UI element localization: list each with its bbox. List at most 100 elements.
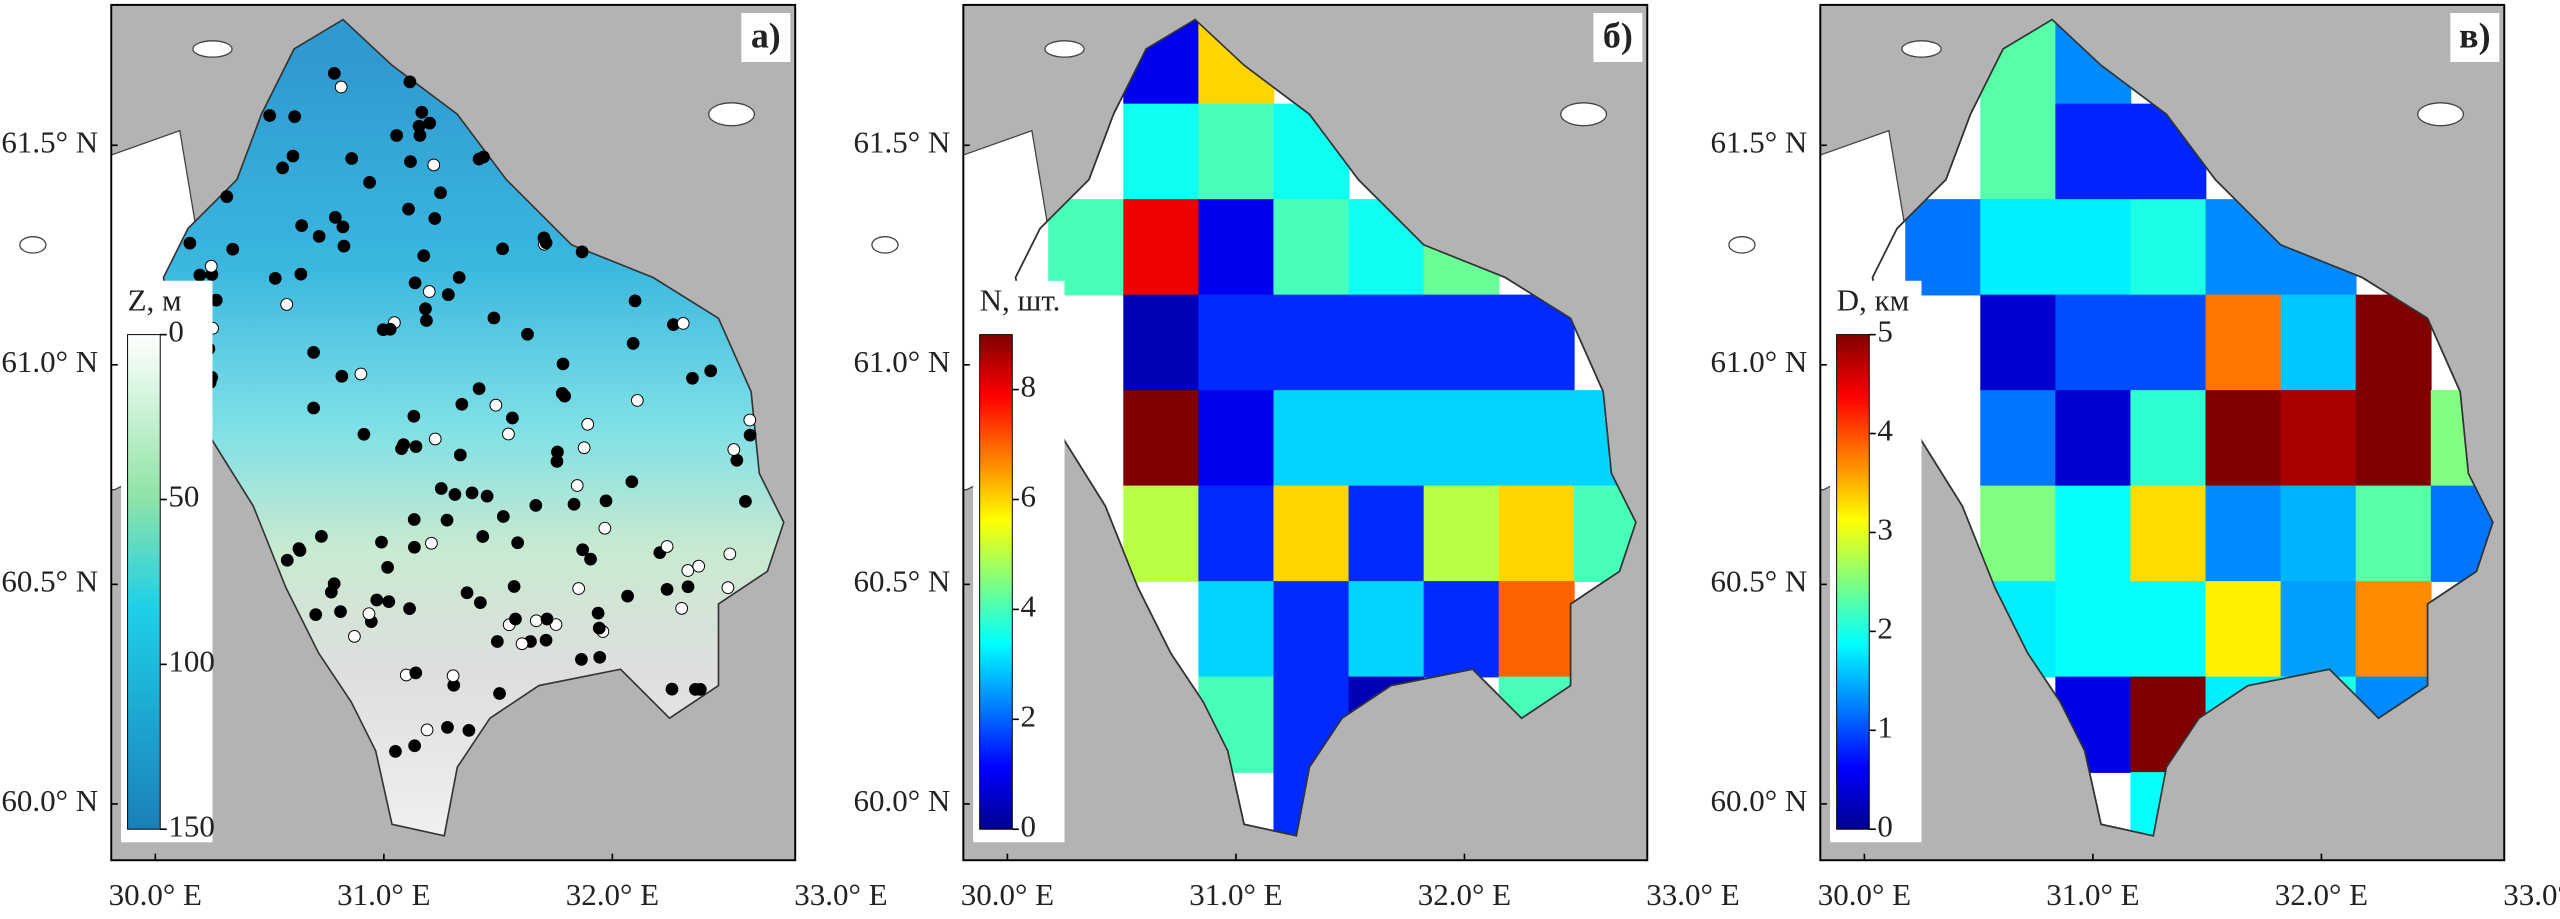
station — [226, 242, 240, 256]
station — [428, 432, 442, 446]
station — [584, 552, 597, 566]
grid-cell — [2280, 581, 2357, 678]
station — [312, 230, 326, 243]
grid-cell — [1348, 294, 1425, 391]
panel-label-box — [2450, 13, 2500, 63]
grid-cell — [2205, 390, 2282, 487]
station — [570, 479, 584, 492]
station — [549, 618, 563, 631]
grid-cell — [1980, 199, 2057, 296]
colorbar-tick-label: 150 — [168, 808, 214, 843]
station — [434, 482, 448, 495]
station — [409, 440, 423, 453]
grid-cell — [2280, 294, 2357, 391]
station — [412, 119, 426, 133]
station — [420, 723, 434, 737]
map-frame — [1819, 3, 2506, 862]
station — [598, 521, 612, 535]
station — [743, 428, 757, 442]
station — [376, 323, 390, 337]
grid-cell — [1423, 581, 1500, 678]
station — [490, 635, 504, 648]
colorbar-tick-label: 0 — [168, 314, 183, 349]
grid-cell — [2355, 485, 2432, 582]
lat-label: 61.0° N — [1710, 344, 1807, 379]
map-panel: а) Z, м0 50 100 150 61.5° N 61.0° N 60.5° N 60.0… — [1, 3, 888, 912]
station — [509, 612, 522, 626]
station — [292, 542, 306, 556]
colorbar-tick-label: 2 — [1020, 698, 1036, 733]
station — [334, 605, 347, 618]
lat-label: 60.5° N — [853, 563, 950, 598]
station — [743, 413, 757, 427]
station — [328, 211, 342, 224]
small-lake — [871, 236, 899, 254]
station — [628, 294, 642, 308]
station — [572, 582, 586, 595]
station — [575, 245, 589, 259]
station — [453, 448, 467, 462]
station — [407, 513, 421, 526]
station — [593, 650, 607, 664]
station — [727, 443, 741, 456]
colorbar-tick-label: 1 — [1877, 709, 1892, 744]
station — [425, 536, 438, 550]
station — [375, 535, 388, 549]
station — [268, 272, 282, 285]
grid-cell — [2055, 390, 2132, 487]
station — [280, 298, 294, 311]
lat-label: 60.5° N — [1, 563, 98, 598]
station — [693, 682, 707, 696]
station — [730, 453, 744, 467]
panel-label: б) — [1603, 15, 1633, 55]
lat-label: 60.5° N — [1710, 563, 1807, 598]
station — [462, 724, 476, 737]
grid-cell — [1498, 390, 1575, 487]
station — [506, 411, 519, 425]
station — [480, 489, 494, 503]
panel-label: а) — [751, 15, 781, 55]
grid-cell — [1048, 199, 1125, 296]
small-lake — [1728, 236, 1756, 254]
grid-cell — [1123, 294, 1200, 391]
station — [692, 559, 706, 573]
station — [423, 116, 437, 130]
station — [381, 561, 394, 574]
station — [496, 242, 509, 256]
colorbar-tick-label: 4 — [1020, 589, 1036, 624]
station — [334, 80, 348, 94]
grid-cell — [2055, 103, 2132, 200]
station — [660, 540, 674, 553]
lon-label: 30.0° E — [961, 877, 1054, 912]
grid-cell — [2130, 390, 2207, 487]
colorbar-tick-label: 3 — [1877, 512, 1892, 547]
grid-cell — [2130, 294, 2207, 391]
station — [183, 236, 197, 250]
colorbar-tick-label: 4 — [1877, 413, 1893, 448]
grid-cell — [2055, 581, 2132, 678]
station — [434, 186, 447, 200]
colorbar — [1836, 334, 1870, 830]
station — [307, 401, 320, 415]
colorbar — [127, 334, 161, 830]
station — [502, 427, 515, 441]
grid-cell — [1905, 199, 1982, 296]
station — [307, 346, 320, 359]
grid-cell — [2205, 485, 2282, 582]
panel-label-box — [1593, 13, 1643, 63]
lon-label: 33.0° E — [2503, 877, 2560, 912]
grid-cell — [2355, 390, 2432, 487]
colorbar-title: Z, м — [128, 283, 182, 318]
station — [591, 606, 605, 620]
station — [415, 105, 429, 119]
colorbar-tick-label: 2 — [1877, 610, 1892, 645]
station — [567, 497, 581, 511]
station — [357, 427, 371, 441]
station — [575, 652, 588, 666]
lon-label: 31.0° E — [1189, 877, 1282, 912]
grid-cell — [1423, 390, 1500, 487]
station — [403, 75, 417, 89]
lat-label: 61.5° N — [853, 124, 950, 159]
grid-cell — [1273, 199, 1350, 296]
lat-label: 60.0° N — [853, 783, 950, 818]
